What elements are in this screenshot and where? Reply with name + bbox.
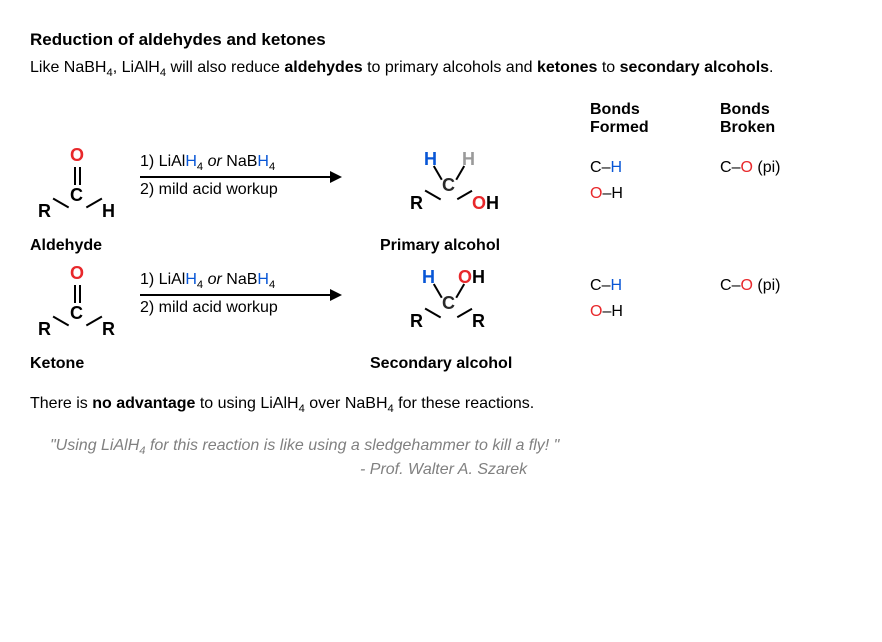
atom-hydrogen: H: [102, 201, 115, 222]
intro-part: , LiAlH: [113, 59, 160, 76]
secondary-alcohol-structure: H OH C R R: [400, 263, 590, 353]
secondary-alcohol-label: Secondary alcohol: [370, 355, 590, 373]
bond-formed-oh: O–H: [590, 303, 720, 321]
bonds-broken-header: BondsBroken: [720, 101, 850, 137]
reaction-aldehyde: O C R H Aldehyde 1) LiAlH4 or NaBH4 2) m…: [30, 145, 852, 255]
intro-part: will also reduce: [166, 59, 284, 76]
bonds-formed-header: BondsFormed: [590, 101, 720, 137]
bond-broken-co: C–O (pi): [720, 277, 850, 295]
ketone-label: Ketone: [30, 355, 140, 373]
aldehyde-structure: O C R H: [30, 145, 140, 235]
reagent-line-1: 1) LiAlH4 or NaBH4: [140, 271, 370, 291]
atom-r: R: [38, 201, 51, 222]
intro-bold: ketones: [537, 59, 597, 76]
atom-carbon: C: [442, 175, 455, 196]
atom-carbon: C: [442, 293, 455, 314]
reaction-arrow: [140, 294, 340, 296]
intro-dot: .: [769, 59, 773, 76]
quote-text: "Using LiAlH4 for this reaction is like …: [50, 437, 852, 457]
bond-broken-co: C–O (pi): [720, 159, 850, 177]
workup-line: 2) mild acid workup: [140, 181, 370, 199]
atom-oxygen: O: [70, 263, 84, 284]
aldehyde-label: Aldehyde: [30, 237, 140, 255]
primary-alcohol-structure: H H C R OH: [400, 145, 590, 235]
reaction-arrow: [140, 176, 340, 178]
intro-text: Like NaBH4, LiAlH4 will also reduce alde…: [30, 58, 852, 81]
bond-formed-oh: O–H: [590, 185, 720, 203]
intro-part: Like NaBH: [30, 59, 106, 76]
intro-part: to: [597, 59, 619, 76]
bond-formed-ch: C–H: [590, 159, 720, 177]
atom-r: R: [38, 319, 51, 340]
intro-part: to primary alcohols and: [363, 59, 537, 76]
atom-oxygen: O: [70, 145, 84, 166]
atom-carbon: C: [70, 185, 83, 206]
ketone-structure: O C R R: [30, 263, 140, 353]
atom-oh: OH: [472, 193, 499, 214]
bond-formed-ch: C–H: [590, 277, 720, 295]
atom-r: R: [410, 311, 423, 332]
atom-carbon: C: [70, 303, 83, 324]
workup-line: 2) mild acid workup: [140, 299, 370, 317]
column-headers: BondsFormed BondsBroken: [30, 101, 852, 137]
atom-r: R: [472, 311, 485, 332]
atom-r: R: [102, 319, 115, 340]
primary-alcohol-label: Primary alcohol: [380, 237, 590, 255]
reaction-ketone: O C R R Ketone 1) LiAlH4 or NaBH4 2) mil…: [30, 263, 852, 373]
atom-r: R: [410, 193, 423, 214]
intro-bold: aldehydes: [284, 59, 362, 76]
quote-attribution: - Prof. Walter A. Szarek: [360, 461, 852, 479]
page-title: Reduction of aldehydes and ketones: [30, 30, 852, 50]
reagent-line-1: 1) LiAlH4 or NaBH4: [140, 153, 370, 173]
intro-bold: secondary alcohols: [620, 59, 769, 76]
footer-note: There is no advantage to using LiAlH4 ov…: [30, 395, 852, 415]
